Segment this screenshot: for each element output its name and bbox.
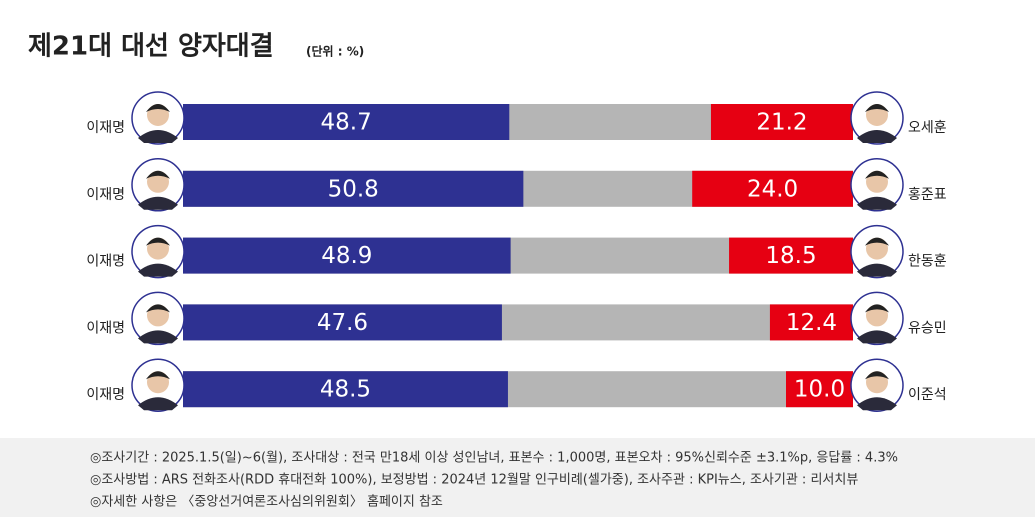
footnote: ◎조사기간 : 2025.1.5(일)~6(월), 조사대상 : 전국 만18세… bbox=[90, 451, 898, 466]
left-label: 이재명 bbox=[86, 387, 125, 403]
avatar-body bbox=[138, 263, 178, 277]
avatar-hair bbox=[865, 371, 889, 380]
bar bbox=[183, 170, 524, 207]
avatar-hair bbox=[146, 371, 170, 380]
avatar-hair bbox=[146, 104, 170, 112]
value-label: 48.7 bbox=[321, 110, 372, 136]
value-label: 18.5 bbox=[765, 243, 816, 269]
left-label: 이재명 bbox=[86, 120, 125, 136]
value-label: 21.2 bbox=[756, 110, 807, 136]
avatar-body bbox=[857, 397, 897, 411]
avatar-body bbox=[138, 130, 178, 143]
avatar-hair bbox=[865, 304, 889, 313]
value-label: 24.0 bbox=[747, 176, 798, 202]
avatar-hair bbox=[146, 237, 170, 246]
value-label: 50.8 bbox=[328, 176, 379, 202]
avatar-body bbox=[138, 330, 178, 344]
value-label: 47.6 bbox=[317, 310, 368, 336]
bar bbox=[183, 304, 502, 341]
avatar-hair bbox=[146, 170, 170, 179]
left-label: 이재명 bbox=[86, 254, 125, 270]
bar bbox=[729, 237, 853, 274]
bar bbox=[769, 304, 853, 341]
bar bbox=[183, 104, 510, 140]
bar bbox=[183, 371, 508, 408]
avatar-hair bbox=[865, 170, 889, 179]
avatar-body bbox=[857, 330, 897, 344]
avatar-body bbox=[857, 263, 897, 277]
avatar-body bbox=[138, 196, 178, 210]
left-label: 이재명 bbox=[86, 320, 125, 336]
bar bbox=[786, 371, 853, 408]
footer-bg bbox=[0, 438, 1035, 517]
footnote: ◎자세한 사항은 〈중앙선거여론조사심의위원회〉 홈페이지 참조 bbox=[90, 495, 443, 510]
right-label: 유승민 bbox=[908, 320, 947, 336]
right-label: 오세훈 bbox=[908, 120, 947, 136]
avatar-body bbox=[857, 130, 897, 143]
avatar-body bbox=[138, 397, 178, 411]
value-label: 48.5 bbox=[320, 377, 371, 403]
right-label: 홍준표 bbox=[908, 187, 947, 203]
value-label: 10.0 bbox=[794, 377, 845, 403]
right-label: 이준석 bbox=[908, 387, 947, 403]
left-label: 이재명 bbox=[86, 187, 125, 203]
value-label: 48.9 bbox=[321, 243, 372, 269]
bar bbox=[183, 237, 511, 274]
chart-subtitle: (단위 : %) bbox=[306, 44, 364, 59]
value-label: 12.4 bbox=[786, 310, 837, 336]
right-label: 한동훈 bbox=[908, 254, 947, 270]
avatar-hair bbox=[865, 237, 889, 246]
avatar-hair bbox=[146, 304, 170, 313]
bar bbox=[710, 104, 853, 140]
avatar-hair bbox=[865, 104, 889, 112]
bar bbox=[692, 170, 853, 207]
chart-title: 제21대 대선 양자대결 bbox=[28, 32, 274, 62]
footnote: ◎조사방법 : ARS 전화조사(RDD 휴대전화 100%), 보정방법 : … bbox=[90, 473, 858, 488]
avatar-body bbox=[857, 196, 897, 210]
